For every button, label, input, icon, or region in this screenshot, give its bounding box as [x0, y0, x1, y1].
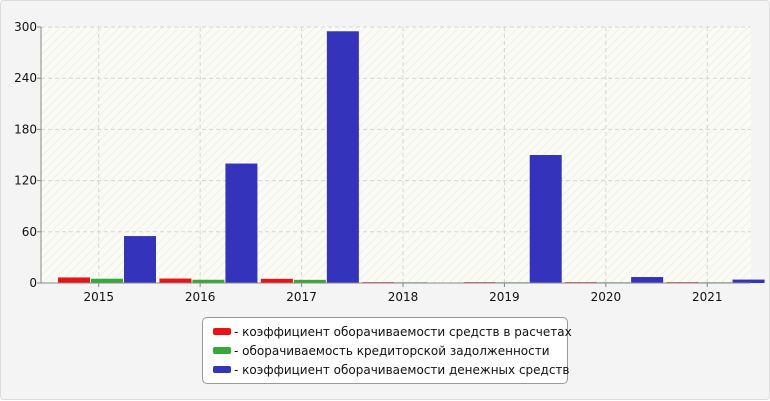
y-tick-label: 0 [29, 276, 37, 290]
plot-area [41, 27, 751, 283]
legend-item-series-2: - оборачиваемость кредиторской задолженн… [213, 341, 567, 360]
bar-series-3-2020 [631, 277, 664, 283]
x-tick-label: 2018 [388, 290, 419, 304]
legend-label-series-3: - коэффициент оборачиваемости денежных с… [234, 362, 570, 377]
bar-series-3-2016 [225, 163, 258, 283]
legend-label-series-1: - коэффициент оборачиваемости средств в … [234, 324, 572, 339]
bars [58, 31, 765, 284]
bar-series-2-2015 [91, 278, 123, 283]
x-tick-label: 2021 [692, 290, 723, 304]
y-tick-label: 240 [14, 71, 37, 85]
x-tick-labels: 2015 2016 2017 2018 2019 2020 2021 [83, 290, 722, 304]
legend-item-series-1: - коэффициент оборачиваемости средств в … [213, 322, 572, 341]
y-tick-label: 60 [22, 225, 37, 239]
legend-swatch-series-3 [213, 366, 231, 373]
x-tick-label: 2020 [591, 290, 622, 304]
legend-item-series-3: - коэффициент оборачиваемости денежных с… [213, 360, 570, 379]
y-tick-label: 180 [14, 122, 37, 136]
bar-series-3-2015 [124, 236, 156, 283]
bar-series-3-2019 [529, 155, 562, 283]
gridlines [37, 26, 751, 287]
x-tick-label: 2017 [286, 290, 317, 304]
bar-series-1-2016 [159, 278, 192, 283]
bar-series-3-2017 [326, 31, 359, 284]
bar-series-2-2016 [192, 279, 225, 283]
x-tick-label: 2019 [489, 290, 520, 304]
legend: - коэффициент оборачиваемости средств в … [202, 317, 572, 384]
y-tick-labels: 0 60 120 180 240 300 [14, 20, 37, 290]
y-tick-label: 120 [14, 174, 37, 188]
legend-label-series-2: - оборачиваемость кредиторской задолженн… [234, 343, 550, 358]
x-tick-label: 2015 [83, 290, 114, 304]
bar-series-2-2017 [293, 279, 326, 283]
y-tick-label: 300 [14, 20, 37, 34]
legend-swatch-series-2 [213, 347, 231, 354]
bar-series-1-2017 [260, 278, 293, 283]
bar-series-1-2015 [58, 277, 90, 283]
x-tick-label: 2016 [185, 290, 216, 304]
bar-series-3-2021 [732, 279, 765, 283]
legend-swatch-series-1 [213, 328, 231, 335]
